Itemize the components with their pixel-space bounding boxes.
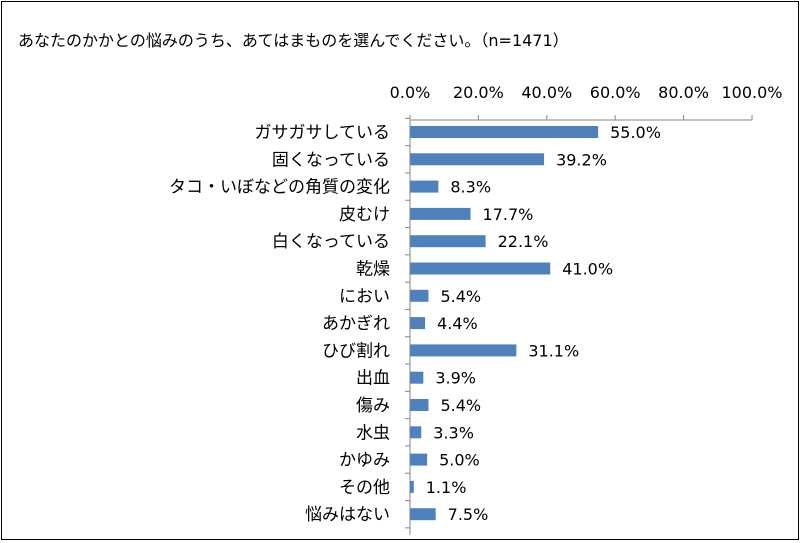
bar — [410, 344, 517, 357]
x-tick-label: 100.0% — [721, 83, 782, 102]
data-label: 7.5% — [448, 505, 489, 524]
data-label: 22.1% — [498, 232, 549, 251]
category-label: その他 — [339, 478, 390, 498]
data-label: 5.4% — [440, 396, 481, 415]
bar — [410, 262, 551, 275]
category-label: 固くなっている — [272, 150, 390, 170]
category-label: あかぎれ — [322, 314, 390, 334]
bar — [410, 371, 424, 384]
bar — [410, 153, 545, 166]
data-label: 39.2% — [556, 150, 607, 169]
data-label: 17.7% — [483, 205, 534, 224]
bar — [410, 399, 429, 411]
x-tick-label: 20.0% — [453, 83, 504, 102]
category-label: 水虫 — [356, 423, 390, 443]
bar — [410, 180, 439, 193]
category-label: ガサガサしている — [255, 123, 391, 143]
bar — [410, 480, 414, 493]
data-label: 3.9% — [435, 369, 476, 388]
bar — [410, 317, 426, 330]
chart-title: あなたのかかとの悩みのうち、あてはまものを選んでください。（n=1471） — [18, 31, 569, 50]
data-label: 1.1% — [426, 478, 467, 497]
bar — [410, 426, 422, 439]
data-label: 5.0% — [439, 451, 480, 470]
bar — [410, 289, 429, 302]
x-tick-label: 0.0% — [390, 83, 431, 102]
x-tick-label: 60.0% — [590, 83, 641, 102]
category-label: タコ・いぼなどの角質の変化 — [169, 178, 390, 198]
category-label: におい — [339, 287, 390, 307]
category-label: 乾燥 — [356, 260, 390, 280]
bar — [410, 508, 436, 521]
data-label: 4.4% — [437, 314, 478, 333]
category-label: 皮むけ — [339, 205, 390, 225]
category-label: 悩みはない — [305, 505, 390, 525]
bar — [410, 126, 599, 138]
bar — [410, 207, 471, 220]
x-tick-label: 40.0% — [521, 83, 572, 102]
category-label: 出血 — [356, 369, 390, 389]
data-label: 41.0% — [562, 260, 613, 279]
bar — [410, 453, 428, 466]
data-label: 5.4% — [440, 287, 481, 306]
category-label: かゆみ — [339, 451, 390, 471]
category-label: 白くなっている — [272, 232, 390, 252]
data-label: 31.1% — [528, 341, 579, 360]
category-label: ひび割れ — [322, 341, 390, 361]
data-label: 8.3% — [450, 178, 491, 197]
data-label: 55.0% — [610, 123, 661, 142]
category-label: 傷み — [356, 396, 390, 416]
bar — [410, 235, 486, 248]
data-label: 3.3% — [433, 423, 474, 442]
x-tick-label: 80.0% — [658, 83, 709, 102]
